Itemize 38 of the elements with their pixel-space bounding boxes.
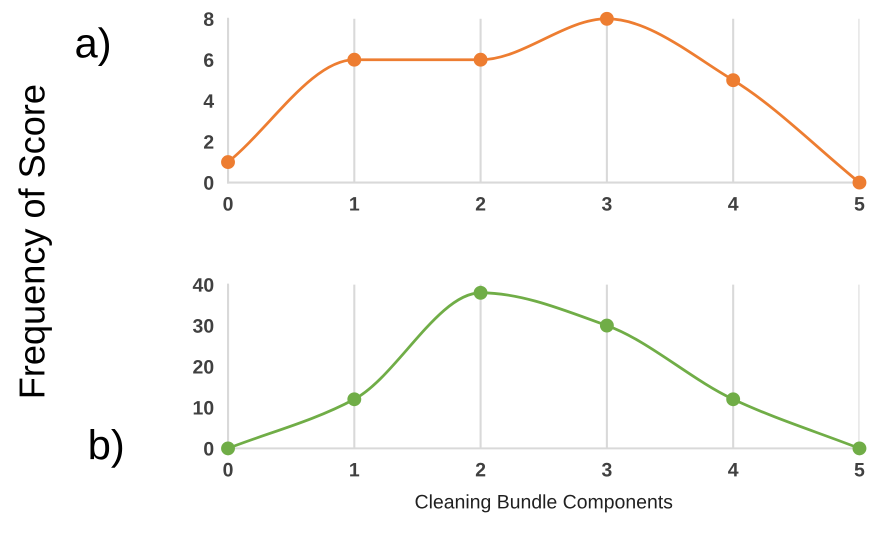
x-tick-label: 3 (602, 462, 612, 477)
x-tick-label: 3 (602, 196, 612, 211)
x-axis-title: Cleaning Bundle Components (416, 494, 672, 512)
text: b) (90, 428, 122, 468)
point (347, 392, 362, 406)
y-tick-label: 2 (204, 135, 214, 149)
x-tick-label: 4 (728, 463, 738, 476)
point (221, 155, 235, 170)
point (474, 286, 488, 300)
point (347, 52, 362, 67)
point (852, 441, 866, 456)
y-tick-label: 8 (204, 12, 214, 26)
x-tick-label: 2 (476, 196, 486, 211)
point (221, 441, 235, 456)
x-tick-label: 0 (223, 196, 233, 211)
y-tick-label: 0 (204, 176, 214, 190)
y-tick-label: 4 (204, 94, 214, 108)
point (726, 392, 740, 406)
point (726, 73, 740, 88)
y-tick-label: 40 (192, 278, 214, 292)
y-tick-label: 10 (194, 400, 214, 415)
x-tick-label: 1 (350, 197, 360, 211)
point (852, 176, 866, 190)
x-tick-label: 0 (223, 462, 233, 477)
y-tick-label: 30 (192, 319, 214, 333)
y-tick-label: 6 (204, 53, 214, 67)
x-tick-label: 5 (854, 463, 864, 477)
y-tick-label: 0 (204, 442, 214, 456)
x-tick-label: 2 (476, 462, 486, 476)
x-tick-label: 5 (854, 197, 864, 211)
point (600, 318, 614, 332)
point (474, 52, 488, 67)
point (600, 12, 614, 26)
y-axis-title: Frequency of Score (18, 86, 52, 396)
text: a) (76, 27, 110, 66)
x-tick-label: 4 (728, 197, 738, 211)
y-tick-label: 20 (193, 360, 214, 374)
x-tick-label: 1 (350, 463, 360, 476)
